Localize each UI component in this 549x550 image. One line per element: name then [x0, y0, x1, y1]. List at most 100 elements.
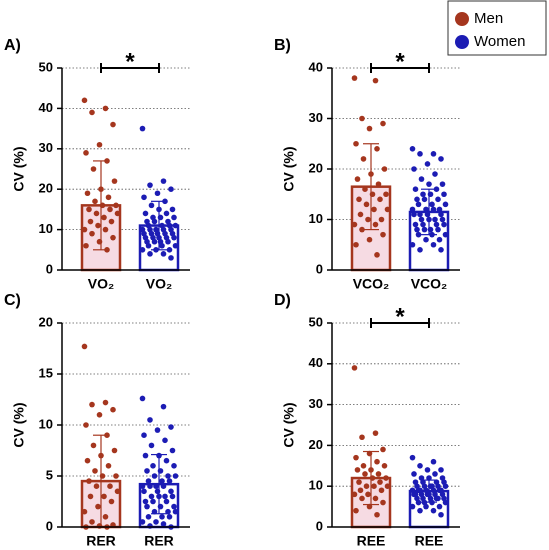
data-point: [162, 437, 168, 444]
data-point: [147, 483, 153, 490]
data-point: [363, 483, 370, 490]
data-point: [430, 458, 437, 465]
data-point: [438, 211, 444, 218]
data-point: [81, 97, 88, 104]
data-point: [102, 399, 109, 406]
data-point: [439, 216, 446, 223]
data-point: [424, 161, 431, 167]
data-point: [412, 186, 419, 192]
data-point: [163, 457, 170, 464]
y-tick-label: 50: [309, 314, 323, 329]
data-point: [438, 467, 444, 473]
data-point: [168, 424, 174, 430]
data-point: [354, 176, 361, 182]
data-point: [435, 196, 441, 203]
data-point: [90, 166, 97, 172]
data-point: [159, 478, 165, 484]
data-point: [107, 206, 113, 213]
data-point: [372, 430, 379, 436]
data-point: [441, 191, 447, 198]
data-point: [383, 191, 389, 198]
data-point: [160, 483, 167, 490]
data-point: [147, 417, 153, 423]
data-point: [168, 186, 174, 192]
data-point: [423, 206, 429, 213]
data-point: [418, 176, 425, 182]
y-tick-label: 10: [309, 478, 323, 493]
data-point: [145, 242, 152, 249]
data-point: [371, 206, 377, 213]
data-point: [362, 471, 368, 477]
y-tick-label: 20: [309, 437, 323, 452]
data-point: [89, 401, 95, 408]
data-point: [163, 498, 170, 505]
y-tick-label: 0: [46, 261, 53, 276]
data-point: [84, 190, 91, 197]
data-point: [171, 214, 177, 221]
data-point: [417, 151, 423, 157]
data-point: [90, 442, 97, 449]
data-point: [150, 463, 156, 469]
data-point: [414, 196, 420, 203]
data-point: [415, 231, 422, 238]
data-point: [378, 216, 385, 223]
data-point: [411, 211, 417, 218]
legend-label: Men: [474, 10, 503, 27]
data-point: [362, 186, 368, 192]
data-point: [421, 226, 428, 233]
data-point: [381, 166, 388, 172]
data-point: [377, 196, 383, 203]
data-point: [371, 483, 377, 490]
data-point: [433, 221, 440, 228]
data-point: [159, 242, 165, 249]
data-point: [351, 491, 358, 498]
data-point: [142, 452, 149, 459]
data-point: [377, 479, 383, 485]
data-point: [159, 514, 165, 520]
y-axis-label: CV (%): [281, 146, 297, 191]
significance-label: *: [125, 48, 135, 75]
data-point: [151, 238, 158, 245]
data-point: [102, 105, 109, 112]
data-point: [357, 211, 364, 218]
data-point: [113, 473, 119, 479]
data-point: [89, 109, 95, 116]
data-point: [139, 519, 146, 525]
legend-swatch: [455, 35, 469, 49]
data-point: [351, 75, 358, 81]
data-point: [101, 214, 107, 221]
data-point: [105, 194, 112, 201]
y-tick-label: 10: [309, 211, 323, 226]
data-point: [92, 468, 98, 474]
data-point: [147, 182, 153, 188]
data-point: [169, 493, 176, 500]
data-point: [145, 478, 152, 484]
data-point: [147, 251, 153, 257]
data-point: [417, 463, 423, 469]
data-point: [420, 191, 426, 198]
data-point: [102, 514, 109, 520]
data-point: [409, 503, 416, 510]
data-point: [436, 503, 443, 510]
data-point: [172, 508, 179, 515]
data-point: [93, 210, 100, 217]
data-point: [430, 151, 437, 157]
data-point: [374, 146, 380, 152]
data-point: [81, 343, 88, 350]
data-point: [436, 206, 443, 213]
data-point: [151, 218, 158, 225]
y-tick-label: 30: [309, 396, 323, 411]
data-point: [435, 226, 441, 233]
y-axis-label: CV (%): [11, 402, 27, 447]
data-point: [384, 483, 391, 490]
data-point: [148, 442, 155, 449]
y-tick-label: 50: [39, 59, 53, 74]
data-point: [110, 121, 116, 128]
y-tick-label: 0: [316, 518, 323, 533]
data-point: [95, 222, 101, 229]
data-point: [141, 432, 147, 439]
data-point: [165, 238, 171, 245]
y-tick-label: 15: [39, 365, 53, 380]
legend-label: Women: [474, 33, 525, 50]
